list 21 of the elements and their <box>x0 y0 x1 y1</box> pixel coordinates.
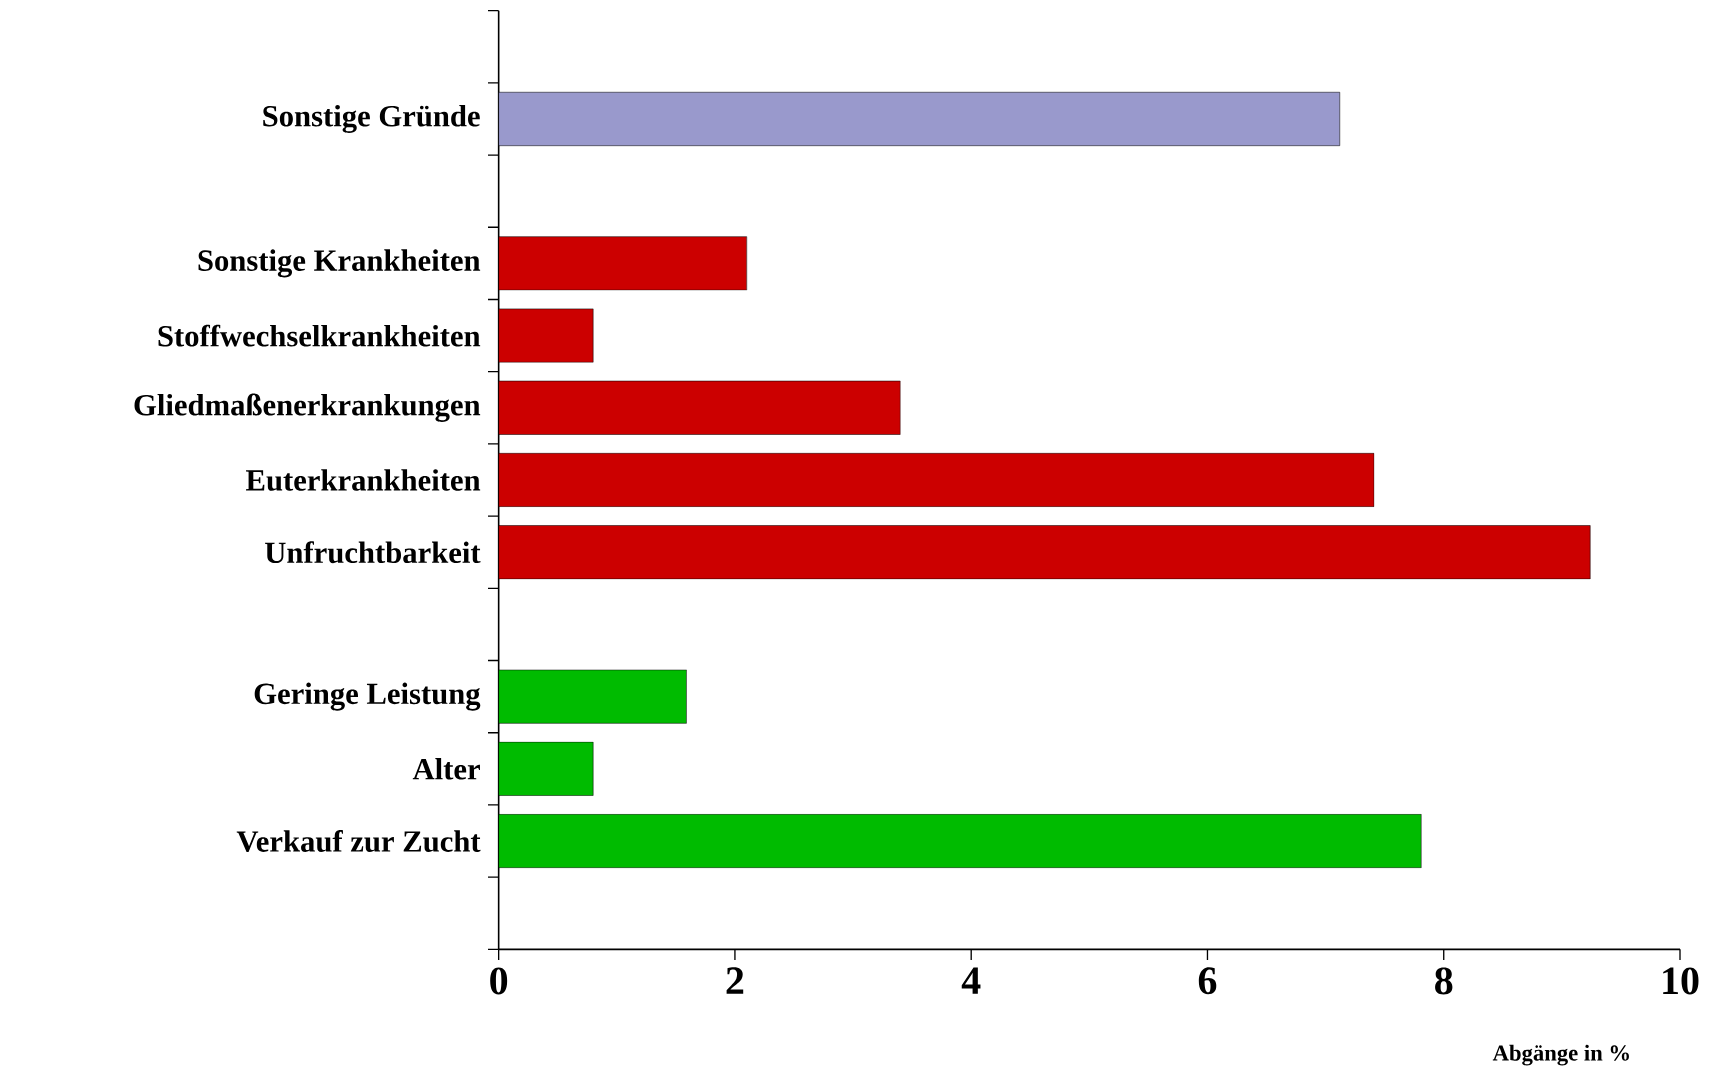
x-tick-label: 8 <box>1435 967 1453 995</box>
x-tick-label: 6 <box>1198 967 1217 995</box>
bar <box>498 741 594 796</box>
x-tick-label: 2 <box>726 967 744 994</box>
y-tick-label: Verkauf zur Zucht <box>236 829 481 853</box>
y-tick-label: Sonstige Gründe <box>263 104 480 133</box>
y-tick-label: Euterkrankheiten <box>246 469 481 491</box>
x-tick-label: 0 <box>490 967 508 995</box>
bar <box>498 525 1591 580</box>
bar <box>498 453 1375 507</box>
bar <box>498 380 901 435</box>
x-axis-title: Abgänge in % <box>1492 1044 1629 1066</box>
y-tick-label: Unfruchtbarkeit <box>265 541 481 564</box>
x-tick-label: 4 <box>961 967 981 994</box>
y-tick-label: Alter <box>412 758 480 780</box>
y-tick-label: Stoffwechselkrankheiten <box>158 324 481 347</box>
y-tick-label: Sonstige Krankheiten <box>198 249 481 278</box>
y-tick-label: Gliedmaßenerkrankungen <box>134 393 481 422</box>
y-tick-label: Geringe Leistung <box>254 682 481 711</box>
bar <box>498 308 594 363</box>
x-tick-label: 10 <box>1663 967 1699 995</box>
